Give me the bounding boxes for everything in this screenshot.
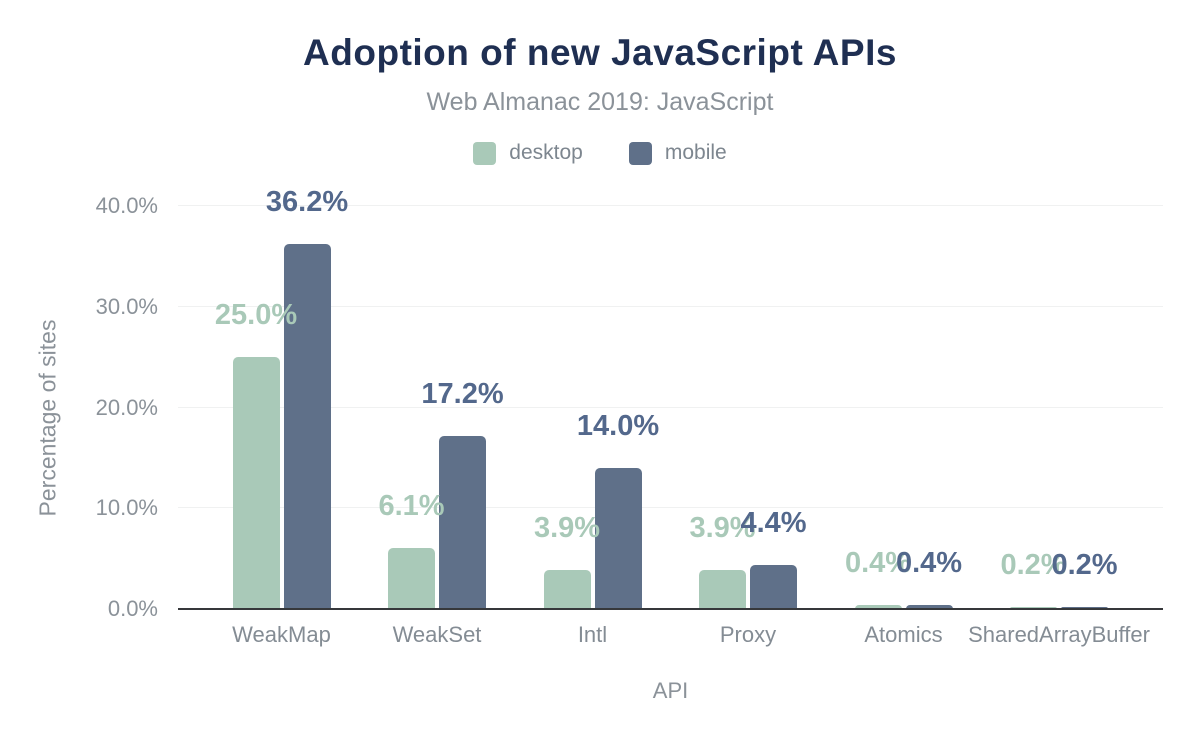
- data-label-mobile-SharedArrayBuffer: 0.2%: [1051, 549, 1118, 581]
- y-tick-10.0%: 10.0%: [95, 495, 158, 521]
- chart-subtitle: Web Almanac 2019: JavaScript: [426, 88, 774, 116]
- data-label-mobile-Proxy: 4.4%: [740, 507, 807, 539]
- legend-label-mobile: mobile: [664, 141, 727, 164]
- mobile-swatch-icon: [628, 141, 652, 165]
- plot-area: 25.0% 6.1% 3.9% 3.9% 0.4% 0.2% 36.2% 17.2% 14.0%…: [178, 186, 1163, 610]
- legend: desktop mobile: [0, 141, 1200, 165]
- gridline-10.0%: [178, 507, 1163, 509]
- x-tick-WeakSet: WeakSet: [392, 622, 482, 647]
- bar-desktop-Proxy: [699, 570, 746, 609]
- x-tick-Atomics: Atomics: [864, 622, 943, 647]
- x-tick-Intl: Intl: [577, 622, 608, 647]
- data-label-mobile-WeakMap: 36.2%: [265, 186, 349, 218]
- y-tick-40.0%: 40.0%: [95, 193, 158, 218]
- data-label-mobile-WeakSet: 17.2%: [421, 378, 504, 410]
- y-tick-0.0%: 0.0%: [107, 596, 158, 621]
- bar-desktop-WeakMap: [232, 357, 280, 609]
- desktop-swatch-icon: [473, 141, 497, 165]
- bar-mobile-Atomics: [905, 605, 953, 609]
- data-label-desktop-WeakMap: 25.0%: [214, 299, 298, 331]
- bar-desktop-WeakSet: [388, 548, 435, 609]
- bar-desktop-Intl: [543, 570, 591, 609]
- data-label-desktop-Intl: 3.9%: [533, 512, 601, 544]
- data-label-mobile-Intl: 14.0%: [576, 410, 660, 442]
- bar-mobile-WeakMap: [283, 244, 331, 609]
- y-tick-20.0%: 20.0%: [95, 394, 158, 420]
- gridline-30.0%: [178, 305, 1163, 307]
- bar-mobile-WeakSet: [439, 436, 486, 609]
- gridline-20.0%: [178, 406, 1163, 408]
- gridline-40.0%: [178, 205, 1163, 206]
- bar-mobile-Proxy: [750, 565, 797, 609]
- bar-mobile-Intl: [594, 468, 642, 609]
- data-label-desktop-SharedArrayBuffer: 0.2%: [1000, 549, 1067, 581]
- legend-item-desktop[interactable]: desktop: [473, 141, 583, 165]
- x-tick-WeakMap: WeakMap: [232, 622, 331, 647]
- legend-label-desktop: desktop: [509, 141, 583, 164]
- x-axis-line: [178, 608, 1163, 610]
- bar-desktop-Atomics: [854, 605, 902, 609]
- x-tick-SharedArrayBuffer: SharedArrayBuffer: [968, 622, 1150, 647]
- x-tick-Proxy: Proxy: [719, 622, 777, 647]
- y-tick-30.0%: 30.0%: [95, 293, 158, 319]
- chart-title: Adoption of new JavaScript APIs: [303, 32, 897, 73]
- data-label-desktop-Proxy: 3.9%: [689, 512, 756, 544]
- data-label-mobile-Atomics: 0.4%: [895, 547, 963, 579]
- legend-item-mobile[interactable]: mobile: [628, 141, 727, 165]
- x-axis-title: API: [652, 678, 689, 703]
- data-label-desktop-Atomics: 0.4%: [844, 547, 912, 579]
- data-label-desktop-WeakSet: 6.1%: [378, 490, 445, 522]
